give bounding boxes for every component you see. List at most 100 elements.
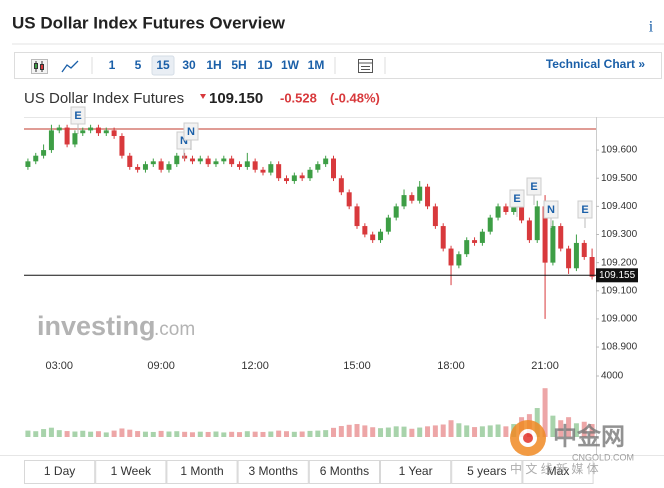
cngold-logo bbox=[510, 420, 546, 456]
range-button[interactable] bbox=[380, 460, 452, 484]
range-button-label[interactable]: 1 Year bbox=[399, 464, 433, 478]
candle-body bbox=[315, 164, 321, 170]
event-flag[interactable] bbox=[543, 200, 559, 219]
range-button[interactable] bbox=[451, 460, 523, 484]
candle-body bbox=[135, 166, 141, 170]
event-flag-label[interactable]: E bbox=[581, 204, 588, 216]
y-tick-label: 109.300 bbox=[601, 229, 638, 240]
candle-body bbox=[182, 155, 188, 159]
candle-body bbox=[526, 220, 532, 241]
event-flag[interactable] bbox=[183, 122, 199, 141]
volume-bar bbox=[158, 430, 164, 437]
volume-bar bbox=[534, 408, 540, 437]
interval-button[interactable]: 1M bbox=[308, 58, 325, 72]
candle-body bbox=[103, 130, 109, 134]
y-tick-label: 109.000 bbox=[601, 314, 638, 325]
range-button-label[interactable]: 1 Day bbox=[44, 464, 75, 478]
candle-body bbox=[229, 158, 235, 165]
table-icon[interactable] bbox=[358, 59, 373, 73]
candle-body bbox=[56, 127, 62, 131]
candle-body bbox=[534, 206, 540, 241]
volume-bar bbox=[56, 430, 62, 437]
last-price-box bbox=[596, 268, 638, 283]
candle-body bbox=[166, 164, 172, 170]
event-flag-label[interactable]: N bbox=[547, 204, 555, 216]
candle-body bbox=[464, 240, 470, 255]
volume-bar bbox=[331, 427, 337, 437]
event-flag-label[interactable]: E bbox=[74, 110, 81, 122]
volume-bar bbox=[338, 426, 344, 437]
candle-body bbox=[385, 217, 391, 232]
info-button[interactable]: i bbox=[649, 19, 654, 36]
interval-button[interactable]: 15 bbox=[156, 58, 170, 72]
investing-watermark: investing bbox=[37, 311, 156, 341]
candle-body bbox=[205, 158, 211, 165]
volume-bar bbox=[307, 430, 313, 437]
technical-chart-link[interactable]: Technical Chart » bbox=[546, 57, 645, 71]
interval-button[interactable]: 1H bbox=[206, 58, 221, 72]
candle-body bbox=[393, 206, 399, 218]
range-button[interactable] bbox=[95, 460, 167, 484]
event-flag[interactable] bbox=[509, 189, 525, 208]
range-button[interactable] bbox=[522, 460, 594, 484]
event-flag-label[interactable]: E bbox=[513, 193, 520, 205]
page-title: US Dollar Index Futures Overview bbox=[12, 13, 286, 32]
range-button[interactable] bbox=[24, 460, 96, 484]
volume-bar bbox=[244, 431, 250, 437]
event-flag[interactable] bbox=[526, 177, 542, 196]
range-button-label[interactable]: 1 Week bbox=[111, 464, 152, 478]
volume-tick-label: 4000 bbox=[601, 371, 624, 382]
range-button-label[interactable]: 1 Month bbox=[180, 464, 223, 478]
interval-button[interactable]: 1D bbox=[257, 58, 273, 72]
candle-body bbox=[558, 226, 564, 249]
volume-bar bbox=[213, 431, 219, 437]
volume-bar bbox=[354, 424, 360, 437]
candle-icon[interactable] bbox=[31, 59, 48, 74]
volume-bar bbox=[401, 426, 407, 437]
interval-button[interactable]: 30 bbox=[182, 58, 196, 72]
range-button[interactable] bbox=[308, 460, 380, 484]
cngold-url: CNGOLD.COM bbox=[572, 452, 634, 462]
range-button[interactable] bbox=[166, 460, 238, 484]
volume-bar bbox=[119, 428, 125, 437]
event-flag-label[interactable]: N bbox=[180, 135, 188, 147]
range-button-label[interactable]: 6 Months bbox=[320, 464, 369, 478]
candle-body bbox=[158, 161, 164, 170]
range-button-label[interactable]: 5 years bbox=[467, 464, 506, 478]
interval-button[interactable]: 5H bbox=[231, 58, 246, 72]
y-tick-label: 109.400 bbox=[601, 201, 638, 212]
line-icon[interactable] bbox=[61, 60, 79, 73]
x-tick-label: 21:00 bbox=[531, 360, 559, 372]
volume-bar bbox=[370, 427, 376, 437]
volume-bar bbox=[252, 431, 258, 437]
volume-bar bbox=[558, 420, 564, 437]
event-flag-label[interactable]: E bbox=[530, 181, 537, 193]
volume-bar bbox=[25, 430, 31, 437]
volume-bar bbox=[448, 420, 454, 437]
candle-body bbox=[472, 240, 478, 243]
candle-body bbox=[174, 155, 180, 165]
x-tick-label: 03:00 bbox=[45, 360, 73, 372]
candle-body bbox=[221, 158, 227, 162]
event-flag[interactable] bbox=[577, 200, 593, 219]
candle-body bbox=[119, 136, 125, 156]
volume-bar bbox=[166, 431, 172, 437]
interval-button[interactable]: 1 bbox=[109, 58, 116, 72]
volume-bar bbox=[299, 431, 305, 437]
candle-body bbox=[268, 164, 274, 173]
volume-bar bbox=[103, 432, 109, 437]
candle-body bbox=[150, 161, 156, 165]
volume-bar bbox=[182, 431, 188, 437]
interval-button[interactable]: 1W bbox=[281, 58, 300, 72]
event-flag-label[interactable]: N bbox=[187, 126, 195, 138]
range-button[interactable] bbox=[237, 460, 309, 484]
interval-button[interactable]: 5 bbox=[135, 58, 142, 72]
event-flag[interactable] bbox=[70, 106, 86, 125]
range-button-label[interactable]: Max bbox=[547, 464, 570, 478]
candle-body bbox=[401, 195, 407, 207]
volume-bar bbox=[472, 427, 478, 437]
range-button-label[interactable]: 3 Months bbox=[249, 464, 298, 478]
volume-bar bbox=[127, 429, 133, 437]
volume-bar bbox=[291, 431, 297, 437]
